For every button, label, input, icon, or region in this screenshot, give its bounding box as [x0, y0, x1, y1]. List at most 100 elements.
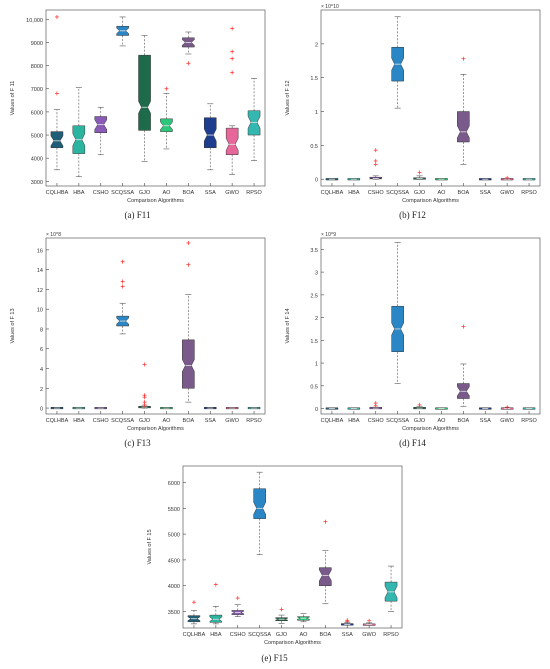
- x-tick-label: SCQSSA: [111, 190, 134, 196]
- box-scqssa: [116, 16, 129, 47]
- x-tick-label: BOA: [183, 190, 195, 196]
- y-tick-label: 0: [315, 407, 318, 413]
- x-tick-label: GWO: [500, 418, 514, 424]
- x-tick-label: HBA: [210, 632, 222, 638]
- outlier-marker: [230, 70, 235, 75]
- x-tick-label: GJO: [414, 190, 426, 196]
- x-tick-label: CQLHBA: [321, 190, 344, 196]
- y-axis-label: Values of F 11: [10, 81, 16, 116]
- y-tick-label: 2: [315, 316, 318, 322]
- x-tick-label: GWO: [225, 418, 239, 424]
- box-gjo: [138, 362, 151, 409]
- box-gwo: [225, 26, 239, 175]
- box-plot-f14: 0 0.5 1 1.5 2 2.5 3 3.5 × 10^9 Values of F 14 CQLH…: [285, 232, 541, 432]
- box-gjo: [413, 402, 426, 410]
- y-tick-label: 3500: [168, 610, 180, 616]
- plot-area-frame: [320, 237, 541, 415]
- x-tick-label: CQLHBA: [183, 632, 206, 638]
- outlier-marker: [142, 403, 147, 408]
- box-ao: [435, 178, 448, 181]
- y-tick-label: 14: [37, 268, 43, 274]
- box-body: [225, 127, 239, 155]
- box-plot-f15: 3500 4000 4500 5000 5500 6000 Values of F 15 CQ…: [147, 465, 403, 646]
- x-tick-label: RPSO: [521, 190, 537, 196]
- outlier-marker: [120, 259, 125, 264]
- box-gwo: [225, 407, 239, 410]
- box-ao: [160, 407, 173, 410]
- x-tick-label: AO: [162, 190, 171, 196]
- x-tick-label: GWO: [362, 632, 376, 638]
- outlier-marker: [230, 56, 235, 61]
- outlier-marker: [505, 175, 510, 180]
- box-ao: [297, 613, 310, 623]
- chart-panel-f12: 0 0.5 1 1.5 2 × 10^10 Values of F 12 CQLHBA HBA C…: [275, 0, 550, 228]
- x-tick-label: SSA: [342, 632, 353, 638]
- box-boa: [182, 240, 195, 403]
- x-tick-label: RPSO: [383, 632, 399, 638]
- x-tick-label: GWO: [225, 190, 239, 196]
- box-body: [138, 54, 151, 131]
- box-csho: [94, 106, 108, 156]
- outlier-marker: [417, 170, 422, 175]
- y-tick-label: 6000: [31, 110, 43, 116]
- outlier-marker: [279, 607, 284, 612]
- box-rpso: [384, 565, 398, 612]
- x-tick-label: CQLHBA: [321, 418, 344, 424]
- box-plot-f11: 3000 4000 5000 6000 7000 8000 9000 10,000 Values…: [10, 9, 266, 204]
- x-tick-label: SSA: [205, 190, 216, 196]
- y-tick-label: 0: [315, 178, 318, 184]
- outlier-marker: [213, 582, 218, 587]
- box-cqlhba: [50, 14, 64, 171]
- x-axis-label: Comparison Algorithms: [264, 640, 321, 646]
- x-tick-label: AO: [299, 632, 308, 638]
- y-tick-label: 0.5: [310, 144, 318, 150]
- x-tick-label: RPSO: [246, 418, 262, 424]
- caption-f12: (b) F12: [399, 210, 426, 220]
- y-tick-label: 3.5: [310, 248, 318, 254]
- x-tick-label: BOA: [458, 190, 470, 196]
- x-tick-label: SCQSSA: [248, 632, 271, 638]
- y-tick-label: 0.5: [310, 384, 318, 390]
- outlier-marker: [461, 324, 466, 329]
- outlier-marker: [373, 162, 378, 167]
- y-tick-label: 16: [37, 248, 43, 254]
- y-tick-label: 6: [40, 347, 43, 353]
- x-tick-label: HBA: [73, 418, 85, 424]
- chart-panel-f11: 3000 4000 5000 6000 7000 8000 9000 10,000 Values…: [0, 0, 275, 228]
- x-tick-label: CQLHBA: [46, 418, 69, 424]
- x-tick-label: BOA: [183, 418, 195, 424]
- caption-f15: (e) F15: [261, 653, 288, 663]
- box-body: [209, 614, 223, 623]
- outlier-marker: [191, 600, 196, 605]
- x-tick-label: AO: [437, 418, 446, 424]
- y-tick-label: 2: [40, 387, 43, 393]
- box-boa: [182, 31, 195, 66]
- x-tick-label: CSHO: [368, 418, 385, 424]
- x-tick-label: HBA: [348, 418, 360, 424]
- y-tick-label: 3: [315, 271, 318, 277]
- y-axis-label: Values of F 12: [285, 80, 291, 115]
- box-ssa: [478, 407, 492, 410]
- outlier-marker: [120, 279, 125, 284]
- outlier-marker: [323, 519, 328, 524]
- x-tick-label: BOA: [320, 632, 332, 638]
- box-body: [247, 110, 261, 136]
- outlier-marker: [373, 403, 378, 408]
- x-axis-label: Comparison Algorithms: [402, 426, 459, 432]
- box-body: [182, 339, 195, 389]
- outlier-marker: [120, 284, 125, 289]
- box-scqssa: [116, 259, 129, 335]
- box-cqlhba: [325, 407, 339, 410]
- box-hba: [347, 407, 361, 410]
- plot-area-frame: [182, 465, 403, 629]
- x-tick-label: HBA: [73, 190, 85, 196]
- box-csho: [94, 407, 108, 410]
- outlier-marker: [373, 148, 378, 153]
- box-gjo: [413, 170, 426, 180]
- box-boa: [319, 519, 332, 605]
- y-tick-label: 7000: [31, 87, 43, 93]
- x-tick-label: SSA: [480, 190, 491, 196]
- box-rpso: [247, 407, 261, 410]
- x-tick-label: GJO: [276, 632, 288, 638]
- x-axis-label: Comparison Algorithms: [127, 198, 184, 204]
